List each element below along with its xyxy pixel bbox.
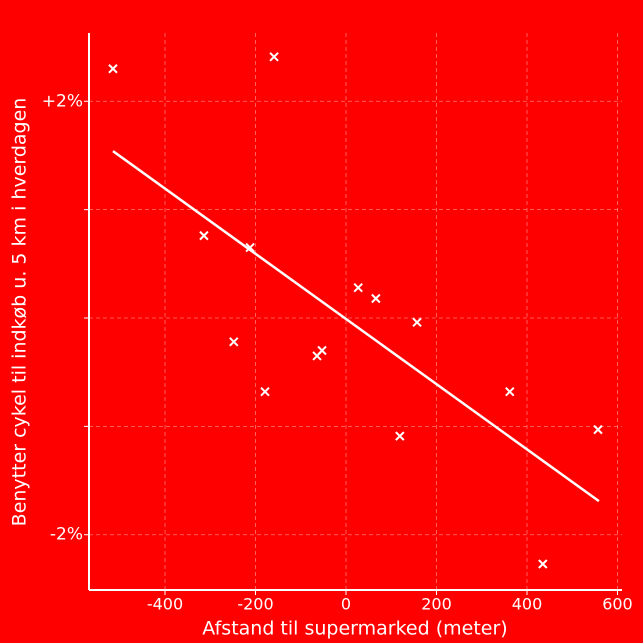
point (269, 52, 279, 62)
point (538, 559, 548, 569)
x-tick-label: -200 (237, 595, 273, 614)
point (371, 293, 381, 304)
point (229, 337, 239, 347)
point (199, 230, 209, 241)
regression-line (112, 150, 600, 503)
x-tick-label: 600 (602, 595, 633, 614)
y-tick-label: +2% (42, 91, 83, 111)
x-axis-label: Afstand til supermarked (meter) (202, 618, 507, 640)
point (245, 242, 255, 253)
x-tick-label: 200 (421, 595, 452, 614)
point (412, 317, 422, 328)
point (505, 386, 515, 397)
point (353, 282, 363, 293)
x-tick-label: -400 (147, 595, 183, 614)
y-axis-label: Benytter cykel til indkøb u. 5 km i hver… (9, 98, 31, 527)
point (593, 424, 603, 435)
point (260, 386, 270, 397)
point (395, 431, 405, 441)
x-tick-label: 0 (341, 595, 351, 614)
y-tick-label: -2% (50, 525, 83, 545)
point (108, 64, 118, 74)
point (312, 351, 322, 361)
x-tick-label: 400 (512, 595, 543, 614)
